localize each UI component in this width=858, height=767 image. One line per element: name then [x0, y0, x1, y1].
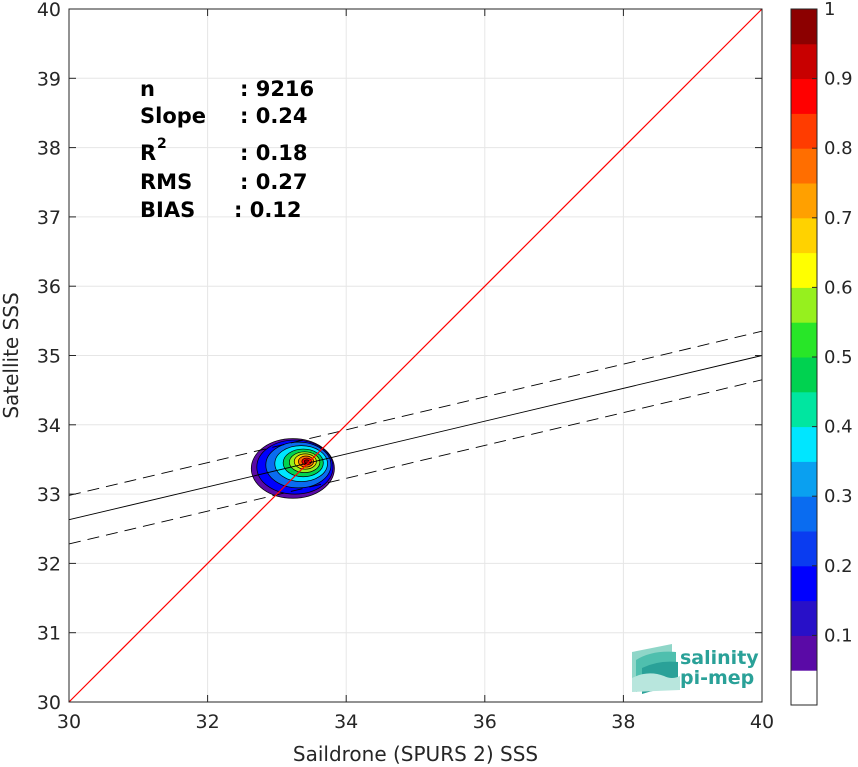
y-tick-label: 35 [37, 346, 61, 368]
colorbar-segment [791, 635, 817, 671]
colorbar-tick-label: 0.7 [824, 208, 853, 229]
one-to-one-line [68, 8, 763, 703]
grid-lines [69, 9, 762, 702]
colorbar-tick-label: 0.8 [824, 138, 853, 159]
y-tick-label: 33 [37, 484, 61, 506]
stat-r2-value: : 0.18 [240, 141, 308, 165]
colorbar-segment [791, 496, 817, 532]
colorbar-tick-label: 0.3 [824, 486, 853, 507]
stat-slope-value: : 0.24 [240, 104, 308, 128]
colorbar-segment [791, 113, 817, 149]
colorbar-segment [791, 670, 817, 706]
colorbar-tick-label: 1 [824, 0, 835, 20]
x-tick-label: 30 [57, 711, 81, 733]
colorbar-tick-label: 0.6 [824, 277, 853, 298]
x-axis-title: Saildrone (SPURS 2) SSS [293, 742, 538, 766]
colorbar-segment [791, 426, 817, 462]
colorbar-segment [791, 357, 817, 393]
y-tick-label: 31 [37, 623, 61, 645]
colorbar-segment [791, 322, 817, 358]
x-tick-label: 40 [750, 711, 774, 733]
stat-r2-label: R [140, 141, 156, 165]
y-tick-label: 38 [37, 138, 61, 160]
stat-rms-label: RMS [140, 170, 192, 194]
stat-r2-sup: 2 [157, 136, 167, 152]
stat-n-label: n [140, 77, 155, 101]
colorbar-segment [791, 461, 817, 497]
y-tick-label: 32 [37, 553, 61, 575]
x-tick-label: 34 [334, 711, 358, 733]
y-tick-label: 34 [37, 415, 61, 437]
colorbar-segment [791, 78, 817, 114]
stat-rms-value: : 0.27 [240, 170, 308, 194]
stat-bias-value: : 0.12 [234, 198, 302, 222]
stat-bias-label: BIAS [140, 198, 195, 222]
x-tick-label: 36 [473, 711, 497, 733]
wave-logo-icon [632, 644, 680, 694]
colorbar-segment [791, 391, 817, 428]
stats-block: n : 9216 Slope : 0.24 R 2 : 0.18 RMS : 0… [140, 77, 314, 222]
y-tick-label: 30 [37, 692, 61, 714]
y-tick-label: 39 [37, 68, 61, 90]
colorbar-segment [791, 252, 817, 288]
y-tick-label: 37 [37, 207, 61, 229]
y-tick-label: 40 [37, 0, 61, 21]
colorbar-segment [791, 600, 817, 636]
colorbar-segment [791, 565, 817, 602]
stat-slope-label: Slope [140, 104, 206, 128]
colorbar-tick-label: 0.4 [824, 417, 853, 438]
y-tick-label: 36 [37, 276, 61, 298]
colorbar-segment [791, 183, 817, 219]
colorbar-tick-label: 0.9 [824, 69, 853, 90]
x-tick-label: 38 [611, 711, 635, 733]
regression-bound-lower [68, 379, 763, 545]
logo-line2: pi-mep [680, 667, 754, 689]
colorbar-segment [791, 9, 817, 45]
colorbar: 0.1 0.2 0.3 0.4 0.5 0.6 0.7 0.8 0.9 1 [790, 0, 853, 706]
colorbar-segment [791, 287, 817, 323]
plot-area [250, 438, 335, 499]
regression-line [68, 355, 763, 521]
colorbar-tick-label: 0.2 [824, 556, 853, 577]
axis-ticks: 30 32 34 36 38 40 30 31 32 33 34 35 36 37 38 39 40 [37, 0, 774, 733]
stat-n-value: : 9216 [240, 77, 314, 101]
logo-line1: salinity [680, 647, 759, 669]
colorbar-tick-label: 0.5 [824, 347, 853, 368]
colorbar-segment [791, 43, 817, 80]
regression-bound-upper [68, 330, 763, 496]
colorbar-tick-label: 0.1 [824, 625, 853, 646]
colorbar-segment [791, 148, 817, 184]
x-tick-label: 32 [196, 711, 220, 733]
y-axis-title: Satellite SSS [0, 292, 23, 418]
fit-lines [68, 8, 763, 703]
colorbar-segment [791, 217, 817, 254]
colorbar-segment [791, 531, 817, 567]
salinity-pimep-logo: salinity pi-mep [632, 644, 759, 694]
